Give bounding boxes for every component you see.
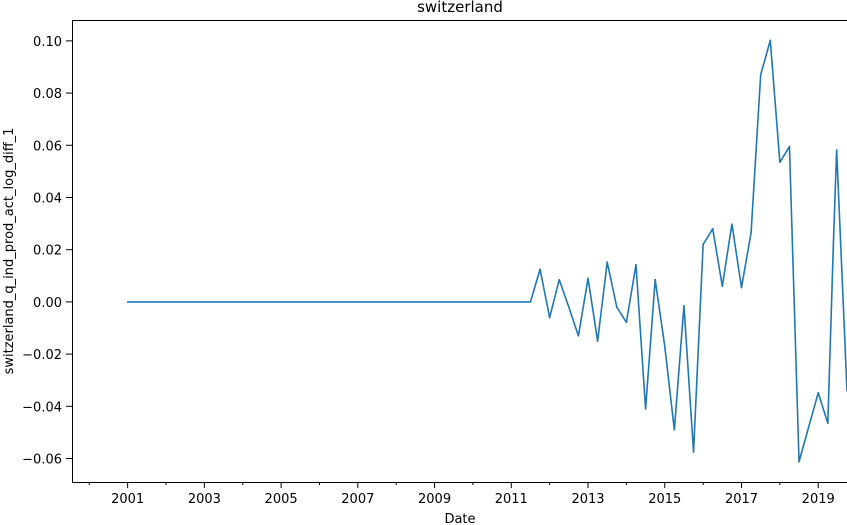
y-axis-title: switzerland_q_ind_prod_act_log_diff_1 (2, 128, 17, 375)
data-point (807, 426, 810, 428)
data-point (750, 231, 752, 234)
data-point (673, 429, 676, 431)
y-axis: −0.06 −0.04 −0.02 0.00 0.02 0.04 0.06 0.08 0.10 (22, 35, 72, 468)
data-point (740, 286, 743, 289)
x-tick-label: 2007 (341, 492, 374, 507)
x-tick-label: 2013 (571, 492, 604, 507)
x-tick-label: 2019 (802, 492, 835, 507)
data-point (788, 145, 791, 148)
data-point (654, 278, 656, 281)
x-tick-label: 2015 (648, 492, 681, 507)
data-point (568, 306, 570, 308)
x-tick-label: 2009 (418, 492, 451, 507)
data-point (606, 261, 609, 264)
y-tick-label: 0.00 (33, 296, 62, 311)
data-point (702, 243, 704, 246)
y-tick-label: 0.10 (33, 35, 62, 50)
y-tick-label: 0.08 (33, 87, 62, 102)
x-axis-title: Date (444, 512, 475, 525)
y-tick-label: 0.06 (33, 139, 62, 154)
x-tick-label: 2003 (188, 492, 221, 507)
data-point (779, 161, 781, 164)
y-tick-label: 0.04 (33, 191, 62, 206)
chart-title: switzerland (417, 0, 503, 16)
data-point (759, 74, 762, 76)
plot-frame (72, 20, 847, 483)
y-tick-label: −0.04 (22, 400, 62, 415)
y-tick-label: −0.06 (22, 453, 62, 468)
data-point (635, 264, 637, 266)
x-axis: 2001 2003 2005 2007 2009 2011 2013 2015 2017 2019 (88, 482, 835, 507)
data-point (539, 268, 541, 271)
data-point (692, 451, 695, 453)
data-point (577, 335, 580, 337)
data-point (625, 321, 628, 324)
data-point (616, 306, 618, 308)
data-point (769, 39, 772, 42)
data-point (798, 460, 800, 463)
data-point (832, 237, 835, 239)
data-point (817, 391, 820, 394)
data-point (683, 305, 685, 307)
x-tick-label: 2017 (725, 492, 758, 507)
y-tick-label: −0.02 (22, 348, 62, 363)
plot-area (72, 20, 847, 483)
data-point (558, 278, 561, 281)
data-point (548, 316, 551, 319)
data-point (529, 301, 532, 303)
y-tick-label: 0.02 (33, 244, 62, 259)
series-layer (126, 39, 847, 463)
data-point (663, 345, 666, 348)
x-tick-label: 2005 (265, 492, 298, 507)
data-point (596, 340, 599, 342)
data-point (721, 285, 724, 288)
data-point (827, 422, 829, 425)
data-point (711, 228, 714, 230)
data-point (126, 301, 129, 303)
series-line (127, 39, 847, 463)
data-point (644, 408, 647, 410)
data-point (835, 149, 838, 151)
data-point (587, 277, 589, 280)
x-tick-label: 2011 (495, 492, 528, 507)
data-point (731, 223, 733, 225)
x-tick-label: 2001 (111, 492, 144, 507)
